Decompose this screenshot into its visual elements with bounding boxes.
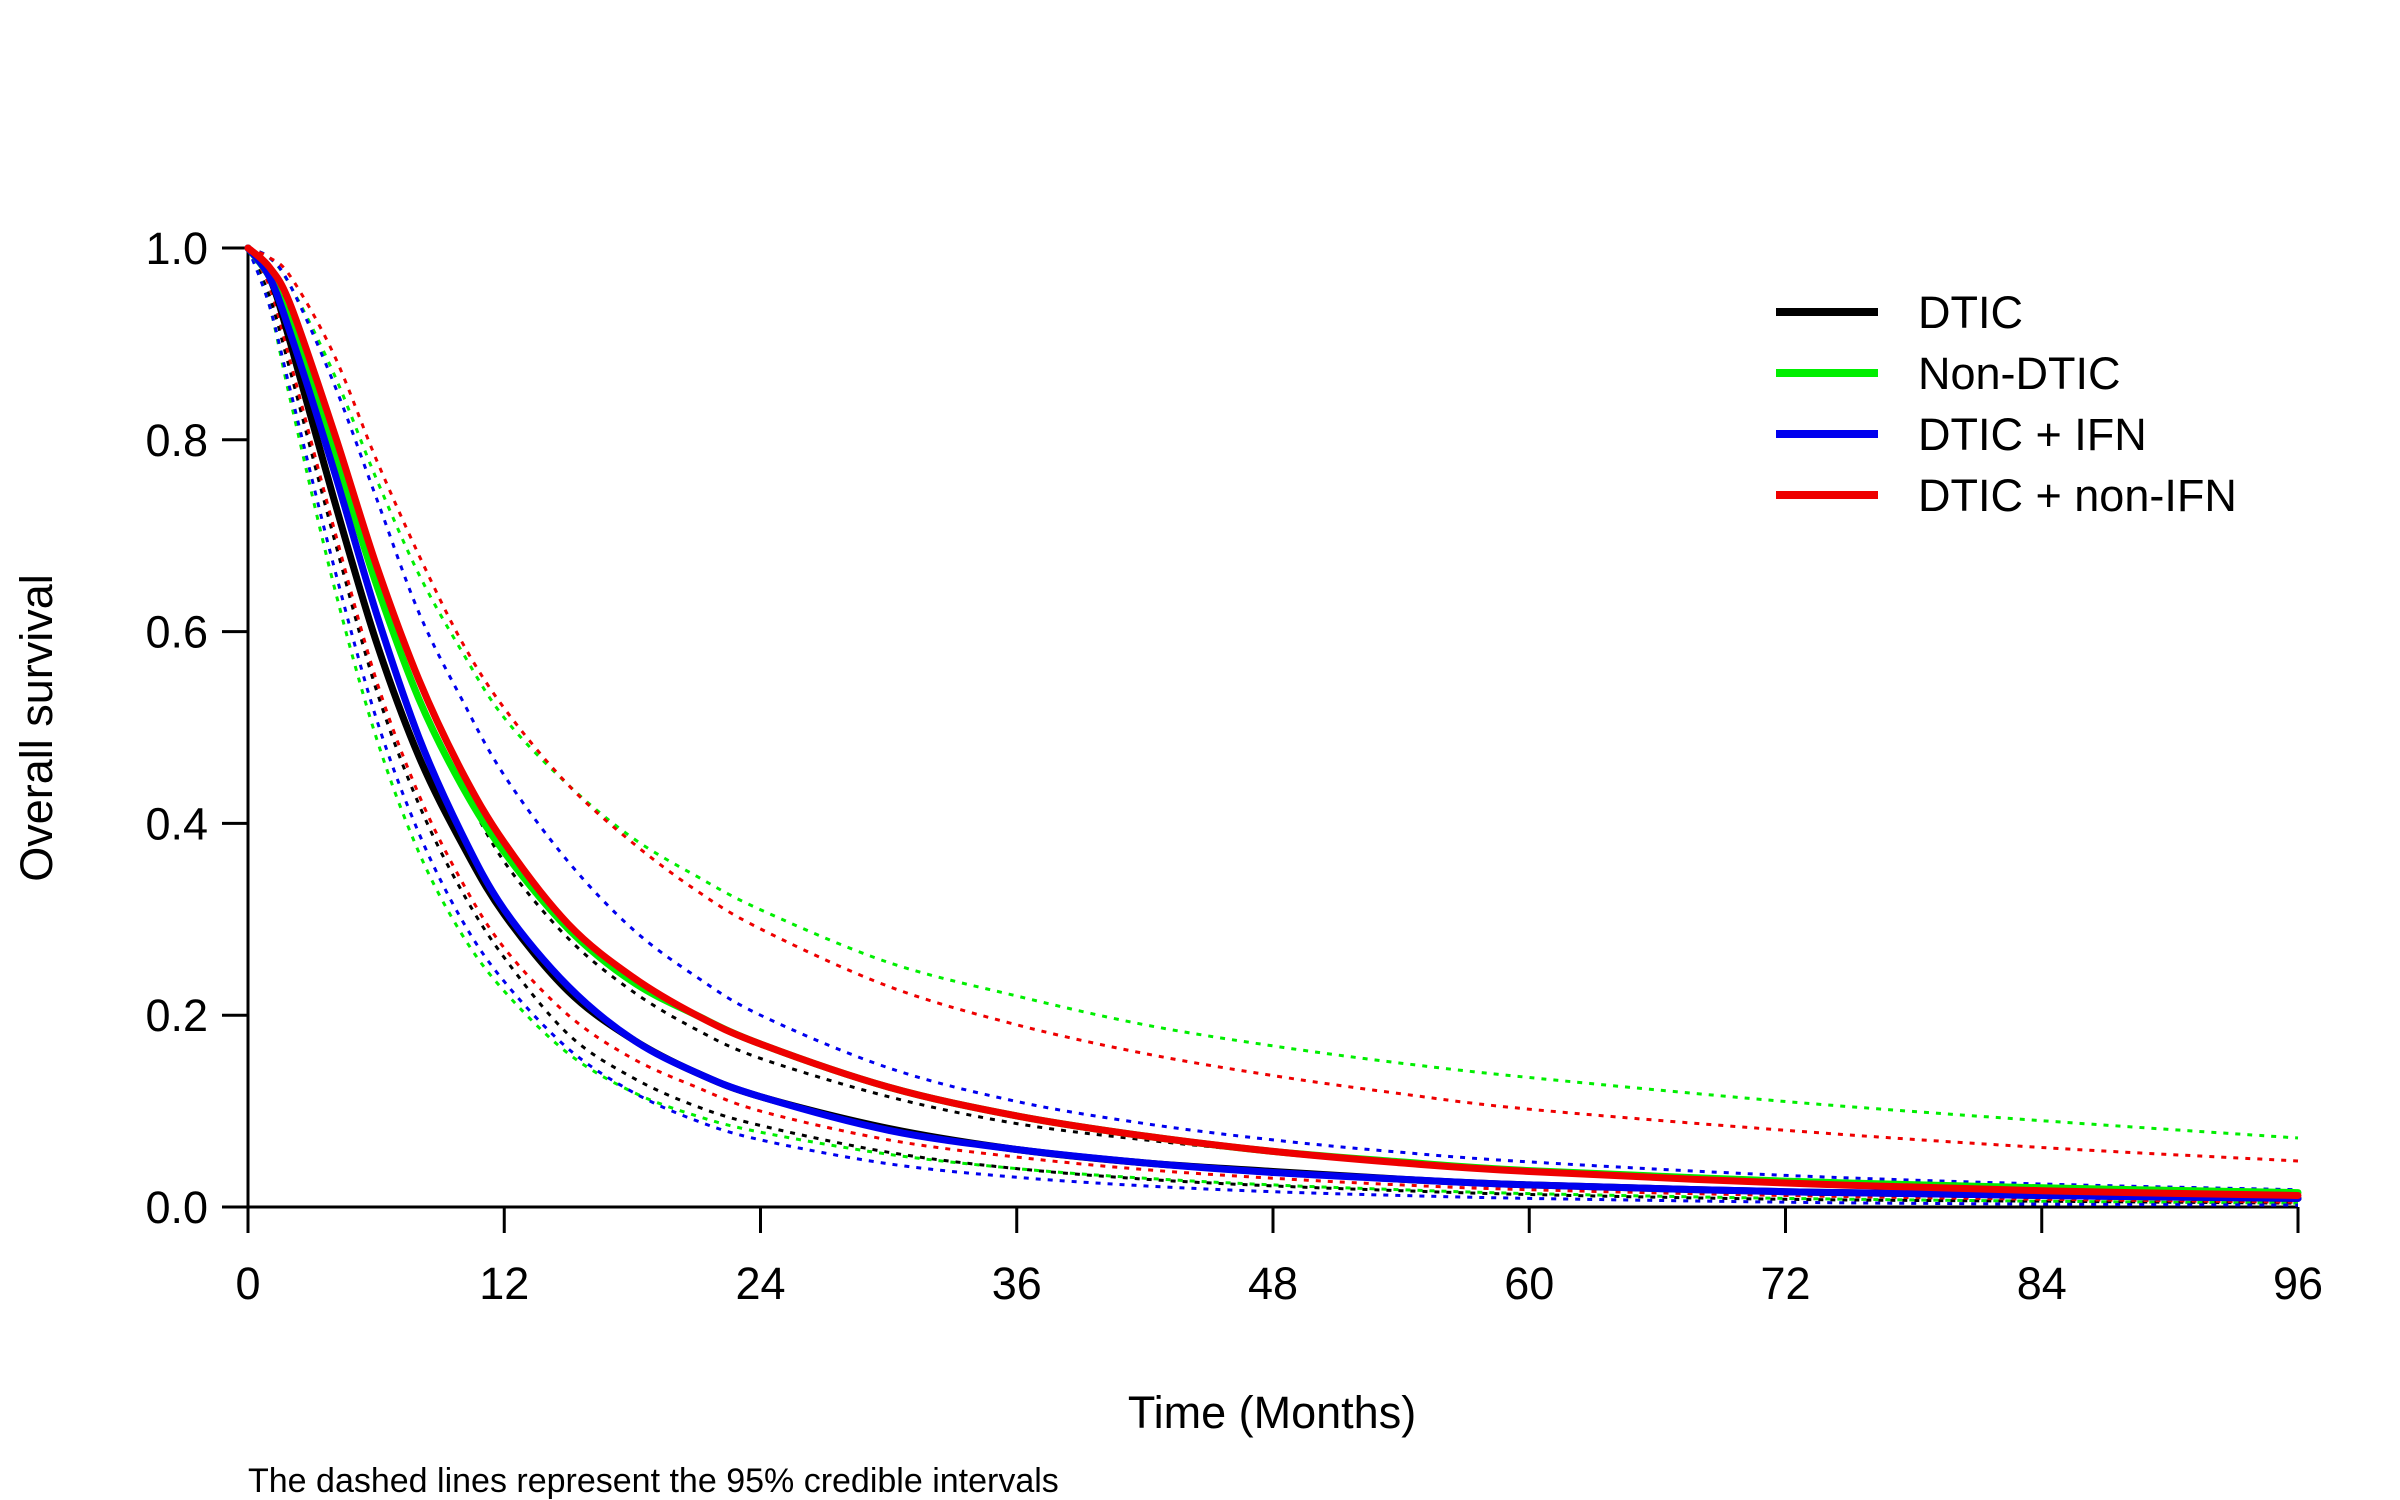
x-tick-label: 60 bbox=[1504, 1258, 1554, 1309]
footnote: The dashed lines represent the 95% credi… bbox=[248, 1462, 1059, 1500]
y-tick-label: 0.8 bbox=[145, 415, 208, 466]
legend-label-dtic-non-ifn: DTIC + non-IFN bbox=[1918, 470, 2237, 521]
legend: DTIC Non-DTIC DTIC + IFN DTIC + non-IFN bbox=[1776, 287, 2237, 521]
x-tick-label: 12 bbox=[479, 1258, 529, 1309]
x-tick-label: 96 bbox=[2273, 1258, 2323, 1309]
dtic-ci-lower-line bbox=[246, 247, 2299, 1205]
x-axis-title: Time (Months) bbox=[1128, 1387, 1416, 1438]
legend-label-dtic-ifn: DTIC + IFN bbox=[1918, 409, 2147, 460]
legend-label-non-dtic: Non-DTIC bbox=[1918, 348, 2121, 399]
y-tick-label: 0.4 bbox=[145, 798, 208, 849]
x-tick-label: 0 bbox=[235, 1258, 260, 1309]
y-tick-label: 1.0 bbox=[145, 223, 208, 274]
x-tick-label: 48 bbox=[1248, 1258, 1298, 1309]
x-tick-label: 84 bbox=[2017, 1258, 2067, 1309]
dtic-non-ifn-survival-line bbox=[244, 244, 2302, 1199]
dtic-ifn-survival-line bbox=[244, 244, 2302, 1202]
y-axis-ticks: 0.0 0.2 0.4 0.6 0.8 1.0 bbox=[145, 223, 248, 1233]
y-tick-label: 0.6 bbox=[145, 607, 208, 658]
y-tick-label: 0.2 bbox=[145, 990, 208, 1041]
dtic-ifn-ci-lower-line bbox=[246, 247, 2299, 1207]
x-tick-label: 36 bbox=[992, 1258, 1042, 1309]
x-axis-ticks: 0 12 24 36 48 60 72 84 96 bbox=[235, 1207, 2323, 1309]
non-dtic-ci-lower-line bbox=[246, 247, 2299, 1205]
y-tick-label: 0.0 bbox=[145, 1182, 208, 1233]
axes: 0 12 24 36 48 60 72 84 96 0.0 0.2 0.4 0.6 0.8 1.0 bbox=[145, 223, 2323, 1309]
x-tick-label: 72 bbox=[1760, 1258, 1810, 1309]
dtic-non-ifn-ci-upper-line bbox=[247, 246, 2299, 1163]
y-axis-title: Overall survival bbox=[11, 574, 62, 882]
dtic-non-ifn-ci-lower-line bbox=[246, 247, 2299, 1204]
dtic-ifn-ci-upper-line bbox=[247, 246, 2299, 1192]
x-tick-label: 24 bbox=[735, 1258, 785, 1309]
legend-label-dtic: DTIC bbox=[1918, 287, 2023, 338]
survival-curves bbox=[244, 244, 2302, 1202]
